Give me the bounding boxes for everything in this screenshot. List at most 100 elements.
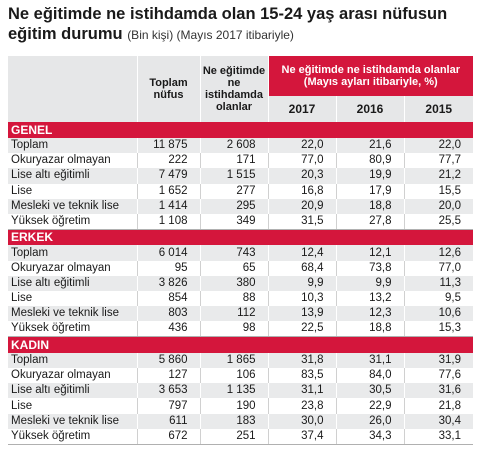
row-label: Mesleki ve teknik lise (8, 198, 137, 214)
cell-2017: 16,8 (267, 183, 336, 199)
table-row: Toplam 6 014 743 12,4 12,1 12,6 (8, 245, 473, 261)
table-row: Yüksek öğretim 672 251 37,4 34,3 33,1 (8, 428, 473, 445)
cell-total: 5 860 (136, 352, 200, 369)
cell-total: 127 (136, 368, 200, 384)
cell-2017: 31,1 (267, 383, 336, 399)
cell-2015: 25,5 (403, 213, 473, 230)
header-year-2017: 2017 (267, 96, 336, 122)
section-title: ERKEK (8, 229, 473, 246)
cell-2017: 37,4 (267, 428, 336, 445)
cell-neet: 1 515 (199, 168, 268, 184)
table-row: Okuryazar olmayan 222 171 77,0 80,9 77,7 (8, 153, 473, 169)
cell-2017: 10,3 (267, 291, 336, 307)
row-label: Okuryazar olmayan (11, 154, 111, 167)
cell-2015: 77,7 (403, 153, 473, 169)
section-header: ERKEK (8, 229, 473, 246)
cell-2015: 10,6 (403, 306, 473, 322)
cell-2016: 73,8 (335, 260, 404, 276)
cell-2016: 18,8 (335, 321, 404, 338)
table-row: Mesleki ve teknik lise 1 414 295 20,9 18,8 20… (8, 198, 473, 214)
cell-total: 1 414 (136, 198, 200, 214)
cell-2015: 22,0 (403, 138, 473, 154)
cell-2015: 15,5 (403, 183, 473, 199)
row-label: Lise altı eğitimli (8, 275, 137, 291)
cell-2016: 84,0 (335, 368, 404, 384)
cell-2016: 17,9 (335, 183, 404, 199)
cell-2017: 30,0 (267, 413, 336, 429)
header-year-2015: 2015 (403, 96, 473, 122)
cell-2016: 12,3 (335, 306, 404, 322)
cell-2015: 31,6 (403, 383, 473, 399)
cell-total: 1 652 (136, 183, 200, 199)
table-row: Lise altı eğitimli 3 653 1 135 31,1 30,5 31,6 (8, 383, 473, 399)
cell-total: 3 826 (136, 275, 200, 291)
table-row: Lise 1 652 277 16,8 17,9 15,5 (8, 183, 473, 199)
cell-2016: 9,9 (335, 275, 404, 291)
cell-2016: 30,5 (335, 383, 404, 399)
cell-2016: 34,3 (335, 428, 404, 445)
row-label: Lise (11, 184, 33, 197)
row-label: Yüksek öğretim (8, 428, 137, 445)
cell-2017: 22,0 (267, 138, 336, 154)
cell-2016: 22,9 (335, 398, 404, 414)
cell-neet: 88 (199, 291, 268, 307)
header-year-2016: 2016 (335, 96, 404, 122)
header-neet: Ne eğitimde ne istihdamda olanlar (199, 56, 268, 122)
cell-2016: 80,9 (335, 153, 404, 169)
page-title: Ne eğitimde ne istihdamda olan 15-24 yaş… (8, 5, 448, 23)
cell-total: 854 (136, 291, 200, 307)
cell-total: 6 014 (136, 245, 200, 261)
row-label: Toplam (8, 138, 137, 154)
cell-2015: 9,5 (403, 291, 473, 307)
table-row: Yüksek öğretim 436 98 22,5 18,8 15,3 (8, 321, 473, 338)
cell-2017: 13,9 (267, 306, 336, 322)
page-title-cont: eğitim durumu (8, 25, 123, 43)
row-label: Lise altı eğitimli (8, 168, 137, 184)
cell-2015: 21,8 (403, 398, 473, 414)
cell-total: 95 (136, 260, 200, 276)
table-row: Lise 797 190 23,8 22,9 21,8 (8, 398, 473, 414)
cell-2017: 22,5 (267, 321, 336, 338)
cell-neet: 106 (199, 368, 268, 384)
cell-total: 7 479 (136, 168, 200, 184)
cell-neet: 251 (199, 428, 268, 445)
cell-2017: 9,9 (267, 275, 336, 291)
cell-total: 1 108 (136, 213, 200, 230)
cell-neet: 1 865 (199, 352, 268, 369)
title-block: Ne eğitimde ne istihdamda olan 15-24 yaş… (8, 4, 473, 45)
header-rate-group: Ne eğitimde ne istihdamda olanlar (Mayıs… (267, 56, 473, 96)
table-row: Okuryazar olmayan 95 65 68,4 73,8 77,0 (8, 260, 473, 276)
row-label: Toplam (8, 352, 137, 369)
cell-2017: 12,4 (267, 245, 336, 261)
table-row: Lise altı eğitimli 7 479 1 515 20,3 19,9 21,2 (8, 168, 473, 184)
cell-neet: 1 135 (199, 383, 268, 399)
page-title-line2: eğitim durumu (Bin kişi) (Mayıs 2017 iti… (8, 24, 473, 45)
cell-2015: 77,6 (403, 368, 473, 384)
cell-2016: 18,8 (335, 198, 404, 214)
cell-neet: 743 (199, 245, 268, 261)
section-title: KADIN (8, 336, 473, 353)
table-row: Lise 854 88 10,3 13,2 9,5 (8, 291, 473, 307)
cell-2015: 12,6 (403, 245, 473, 261)
cell-2017: 31,8 (267, 352, 336, 369)
cell-2015: 33,1 (403, 428, 473, 445)
cell-neet: 190 (199, 398, 268, 414)
table-row: Yüksek öğretim 1 108 349 31,5 27,8 25,5 (8, 213, 473, 230)
cell-total: 611 (136, 413, 200, 429)
cell-neet: 277 (199, 183, 268, 199)
table-row: Toplam 5 860 1 865 31,8 31,1 31,9 (8, 352, 473, 369)
row-label: Mesleki ve teknik lise (8, 413, 137, 429)
cell-2017: 20,3 (267, 168, 336, 184)
table-row: Mesleki ve teknik lise 803 112 13,9 12,3 10,6 (8, 306, 473, 322)
cell-2017: 83,5 (267, 368, 336, 384)
cell-2016: 13,2 (335, 291, 404, 307)
section-header: KADIN (8, 336, 473, 353)
cell-total: 3 653 (136, 383, 200, 399)
cell-2017: 31,5 (267, 213, 336, 230)
row-label: Okuryazar olmayan (11, 369, 111, 382)
cell-2016: 26,0 (335, 413, 404, 429)
table-row: Lise altı eğitimli 3 826 380 9,9 9,9 11,3 (8, 275, 473, 291)
cell-neet: 98 (199, 321, 268, 338)
row-label: Lise (11, 292, 33, 305)
cell-total: 222 (136, 153, 200, 169)
